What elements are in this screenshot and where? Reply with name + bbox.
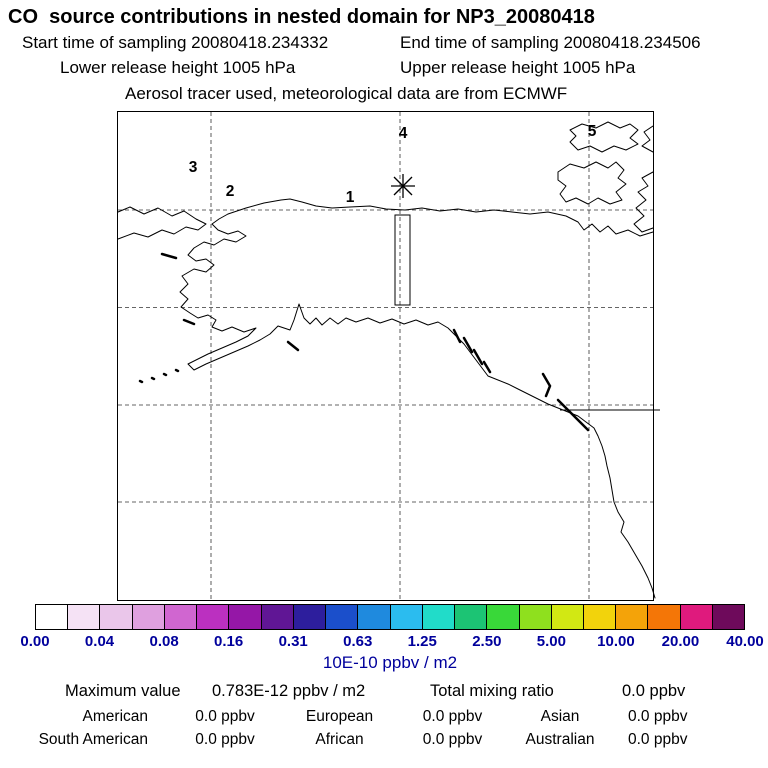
small-islands <box>138 252 590 432</box>
st-lawrence-island <box>160 252 178 260</box>
colorbar-tick-label: 2.50 <box>472 633 502 650</box>
coastlines <box>117 121 656 599</box>
colorbar-tick-label: 0.00 <box>20 633 50 650</box>
colorbar-cell <box>325 605 358 629</box>
region-value: 0.0 ppbv <box>195 708 255 725</box>
site-label-3: 3 <box>189 159 198 176</box>
alexander-archipelago <box>452 328 492 374</box>
site-label-4: 4 <box>399 125 408 142</box>
colorbar-cell <box>454 605 487 629</box>
colorbar-cell <box>711 605 745 629</box>
colorbar-ticks: 0.00 0.04 0.08 0.16 0.31 0.63 1.25 2.50 5.00 10.0… <box>20 633 763 651</box>
map-svg: 1 2 3 4 5 <box>117 112 660 600</box>
colorbar-cell <box>582 605 616 629</box>
colorbar-cell <box>550 605 583 629</box>
map-frame: 1 2 3 4 5 <box>117 111 660 601</box>
colorbar-cell <box>163 605 197 629</box>
arctic-island-4 <box>641 125 654 153</box>
site-label-1: 1 <box>346 189 355 206</box>
kodiak-island <box>286 340 300 352</box>
total-mixing-label: Total mixing ratio <box>430 682 554 700</box>
colorbar-cell <box>679 605 712 629</box>
aleutian-islands <box>138 368 180 384</box>
colorbar-cell <box>357 605 390 629</box>
nunivak-island <box>182 318 196 326</box>
region-label: South American <box>38 731 148 748</box>
site-label-5: 5 <box>588 123 597 140</box>
vancouver-island <box>556 398 590 432</box>
region-label: Asian <box>540 708 580 725</box>
chukotka-coastline <box>117 206 207 240</box>
alaska-arctic-coastline <box>227 198 654 237</box>
region-value: 0.0 ppbv <box>628 731 688 748</box>
colorbar-units-label: 10E-10 ppbv / m2 <box>322 653 458 672</box>
region-value: 0.0 ppbv <box>422 708 483 725</box>
region-value: 0.0 ppbv <box>195 731 255 748</box>
colorbar-cell <box>99 605 132 629</box>
arctic-island-1 <box>557 161 627 205</box>
alaska-pacific-coastline <box>179 213 656 599</box>
colorbar-tick-label: 40.00 <box>726 633 764 650</box>
colorbar-cell <box>292 605 326 629</box>
colorbar-tick-label: 0.16 <box>214 633 244 650</box>
end-time-text: End time of sampling 20080418.234506 <box>400 33 701 52</box>
haida-gwaii-island <box>541 372 552 398</box>
region-label: African <box>315 731 364 748</box>
region-label: European <box>305 708 374 725</box>
colorbar-tick-label: 1.25 <box>407 633 437 650</box>
colorbar-cell <box>486 605 519 629</box>
colorbar-cell <box>228 605 261 629</box>
release-box <box>394 214 411 306</box>
colorbar-tick-label: 5.00 <box>536 633 566 650</box>
colorbar-cell <box>647 605 680 629</box>
max-value-label: Maximum value <box>65 682 181 700</box>
colorbar-tick-label: 0.08 <box>149 633 179 650</box>
colorbar-cell <box>518 605 551 629</box>
colorbar-cell <box>389 605 422 629</box>
total-mixing-value: 0.0 ppbv <box>622 682 686 700</box>
region-value: 0.0 ppbv <box>628 708 688 725</box>
region-value: 0.0 ppbv <box>422 731 483 748</box>
colorbar-cell <box>36 605 68 629</box>
upper-release-text: Upper release height 1005 hPa <box>400 58 636 77</box>
site-labels: 1 2 3 4 5 <box>189 123 597 206</box>
release-marker-asterisk <box>391 174 415 198</box>
max-value: 0.783E-12 ppbv / m2 <box>212 682 366 700</box>
colorbar-tick-label: 0.04 <box>84 633 115 650</box>
arctic-island-3 <box>633 171 654 233</box>
colorbar-tick-label: 0.63 <box>343 633 373 650</box>
plot-title: CO source contributions in nested domain… <box>8 6 595 28</box>
lower-release-text: Lower release height 1005 hPa <box>60 58 296 77</box>
start-time-text: Start time of sampling 20080418.234332 <box>22 33 329 52</box>
region-label: Australian <box>525 731 595 748</box>
colorbar-tick-label: 0.31 <box>278 633 308 650</box>
colorbar-tick-label: 20.00 <box>661 633 700 650</box>
colorbar-cell <box>196 605 229 629</box>
colorbar-cell <box>615 605 648 629</box>
tracer-info-text: Aerosol tracer used, meteorological data… <box>125 84 568 103</box>
arctic-island-2 <box>569 121 639 153</box>
colorbar-cell <box>260 605 293 629</box>
region-label: American <box>82 708 148 725</box>
colorbar-cell <box>421 605 455 629</box>
colorbar-tick-label: 10.00 <box>597 633 635 650</box>
colorbar-cell <box>67 605 100 629</box>
site-label-2: 2 <box>226 183 235 200</box>
colorbar-cell <box>131 605 164 629</box>
contributions-table: American 0.0 ppbv European 0.0 ppbv Asia… <box>0 708 768 749</box>
colorbar <box>35 604 745 630</box>
map-gridlines <box>118 112 653 600</box>
